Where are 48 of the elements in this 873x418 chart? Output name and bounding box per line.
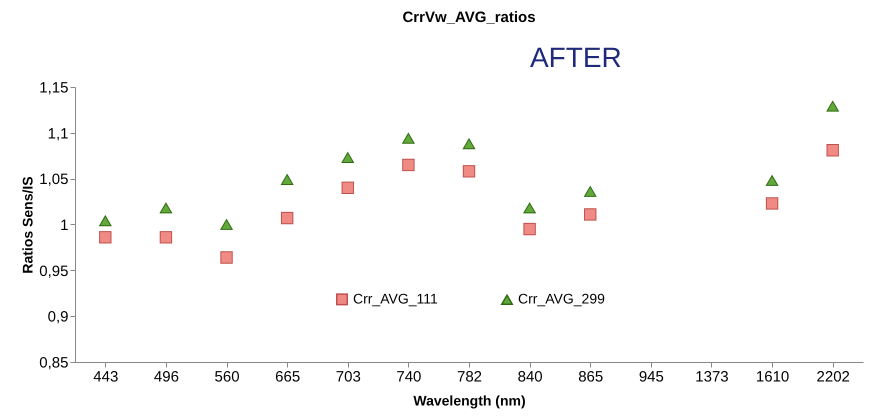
point [402,132,415,144]
point [280,212,294,224]
point [280,174,294,186]
chart-title: CrrVw_AVG_ratios [402,9,536,26]
x-tick-label: 945 [638,368,664,386]
point [766,197,778,210]
x-tick-label: 840 [518,368,543,386]
x-tick-label: 1373 [695,368,729,386]
point [584,208,596,221]
y-tick-label: 1,05 [39,171,68,188]
y-tick-label: 1,1 [48,125,68,142]
y-tick-label: 0,95 [39,262,68,280]
x-tick-label: 443 [93,368,118,386]
point [160,231,172,244]
y-tick-label: 0,85 [39,354,68,372]
legend-label: Crr_AVG_299 [518,290,606,307]
x-tick-label: 740 [396,368,422,386]
point [160,202,172,214]
point [826,144,839,156]
point [523,222,536,236]
y-tick-label: 0,9 [48,308,68,326]
point [220,251,233,264]
y-axis-title: Ratios Sens/IS [19,176,36,274]
x-tick-label: 665 [275,368,300,386]
point [523,202,536,214]
x-tick-label: 496 [154,368,179,386]
point [462,165,476,178]
y-tick-label: 1,15 [39,80,68,96]
point [402,158,415,172]
x-tick-label: 865 [578,368,604,386]
point [826,100,839,112]
point [342,152,354,164]
x-axis-title: Wavelength (nm) [413,392,526,408]
point [99,215,112,226]
x-tick-label: 703 [336,368,361,386]
x-tick-label: 782 [456,368,482,386]
x-tick-label: 560 [214,368,240,386]
point [766,175,778,186]
point [342,182,354,194]
point [220,219,233,230]
point [99,231,112,244]
point [462,138,476,150]
x-tick-label: 1610 [756,368,790,386]
point [584,186,596,197]
y-tick-label: 1 [60,217,68,234]
text: AFTER [530,42,622,73]
x-tick-label: 2202 [816,368,850,386]
legend-label: Crr_AVG_111 [353,290,438,306]
